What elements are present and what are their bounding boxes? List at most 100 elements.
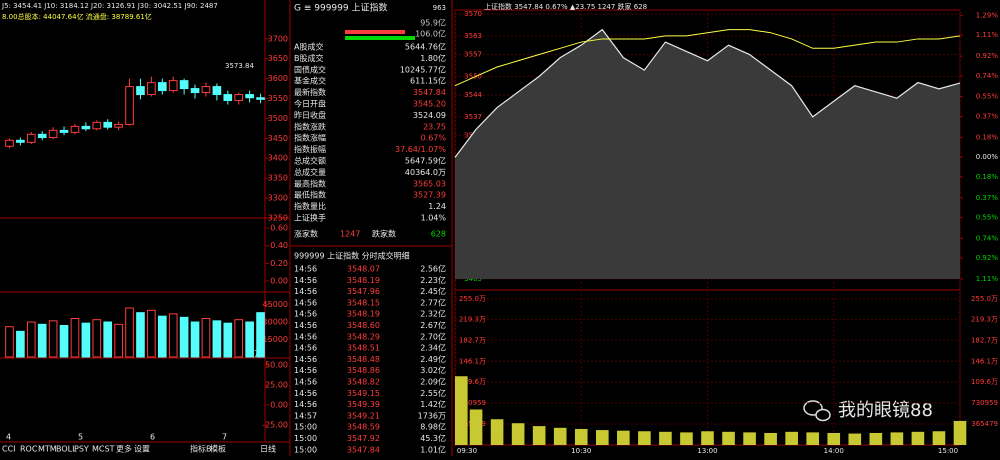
quote-value: 5644.76亿 bbox=[405, 42, 446, 52]
y-tick-label: 3350 bbox=[268, 174, 288, 183]
y-tick-label: 3300 bbox=[268, 194, 288, 203]
candle-body bbox=[201, 86, 211, 94]
tab[interactable]: 设置 bbox=[134, 444, 150, 454]
tab[interactable]: 日线 bbox=[260, 444, 276, 454]
vol-tick-label: 109.6万 bbox=[459, 378, 486, 386]
y-tick-label: 3650 bbox=[268, 54, 288, 63]
tab[interactable]: MCST bbox=[92, 445, 115, 454]
volume-bar bbox=[256, 312, 265, 358]
candle-body bbox=[103, 121, 113, 128]
candle-body bbox=[190, 88, 200, 94]
volume-bar bbox=[553, 427, 567, 445]
trades-title: 999999 上证指数 分时成交明细 bbox=[294, 251, 410, 261]
price-line bbox=[454, 28, 961, 158]
wechat-icon bbox=[803, 400, 831, 422]
trade-volume: 2.56亿 bbox=[420, 264, 446, 274]
y-tick-label: 25.00 bbox=[265, 381, 288, 390]
pct-tick-label: 0.74% bbox=[976, 234, 999, 242]
quote-value: 611.15亿 bbox=[410, 76, 446, 86]
y-tick-label: 0.40 bbox=[270, 241, 288, 250]
volume-bar bbox=[114, 323, 123, 358]
x-tick-label: 13:00 bbox=[697, 447, 717, 455]
trade-price: 3548.59 bbox=[347, 423, 380, 432]
quote-value: 3524.09 bbox=[413, 111, 446, 120]
y-tick-label: 3400 bbox=[268, 154, 288, 163]
volume-bar bbox=[212, 320, 222, 358]
trade-price: 3548.48 bbox=[347, 355, 380, 364]
pct-tick-label: 0.37% bbox=[976, 194, 999, 202]
volume-bar bbox=[911, 431, 925, 445]
tab[interactable]: BOLL bbox=[56, 445, 77, 454]
tab[interactable]: CCI bbox=[2, 445, 16, 454]
quote-label: 指数涨幅 bbox=[294, 133, 326, 143]
trade-price: 3547.96 bbox=[347, 287, 380, 296]
quote-value: 3547.84 bbox=[413, 88, 446, 97]
x-tick-label: 09:30 bbox=[457, 447, 477, 455]
volume-bar bbox=[595, 430, 609, 445]
volume-bar bbox=[785, 431, 798, 445]
vol-tick-label: 255.0万 bbox=[459, 295, 486, 303]
y-tick-label: 3250 bbox=[268, 213, 288, 222]
trade-time: 14:56 bbox=[294, 366, 317, 375]
quote-value: 0.67% bbox=[421, 134, 447, 143]
vol-tick-label: 255.0万 bbox=[971, 295, 998, 303]
tab[interactable]: ROC bbox=[20, 445, 38, 454]
unit-label: X万 bbox=[249, 350, 262, 359]
candle-body bbox=[48, 129, 58, 139]
up-label: 涨家数 bbox=[294, 229, 318, 239]
volume-bar bbox=[680, 432, 693, 445]
volume-bar bbox=[574, 428, 588, 445]
trade-time: 14:56 bbox=[294, 287, 317, 296]
volume-bar bbox=[701, 431, 714, 445]
quote-label: 基金成交 bbox=[294, 76, 326, 86]
volume-bar bbox=[26, 321, 36, 358]
volume-bar bbox=[617, 430, 630, 445]
y-tick-label: 0.00 bbox=[270, 277, 288, 286]
y-tick-label: 45000 bbox=[263, 300, 288, 309]
avg-line bbox=[454, 29, 961, 87]
volume-bar bbox=[223, 322, 233, 358]
candle-body bbox=[234, 94, 244, 102]
quote-label: 最高指数 bbox=[294, 178, 326, 188]
y-tick-label: 3544 bbox=[464, 91, 482, 99]
trade-price: 3547.84 bbox=[347, 445, 380, 454]
tab[interactable]: 指标B bbox=[190, 444, 212, 454]
trade-time: 14:56 bbox=[294, 310, 317, 319]
trade-volume: 2.45亿 bbox=[420, 286, 446, 296]
x-tick-label: 14:00 bbox=[824, 447, 844, 455]
vol-tick-label: 219.3万 bbox=[971, 315, 998, 323]
trade-volume: 2.49亿 bbox=[420, 354, 446, 364]
volume-bar bbox=[234, 319, 244, 358]
volume-bar bbox=[136, 312, 145, 358]
volume-bar bbox=[848, 433, 862, 445]
date-label: 7 bbox=[222, 433, 227, 442]
trade-time: 14:56 bbox=[294, 276, 317, 285]
trade-time: 14:56 bbox=[294, 378, 317, 387]
volume-bar bbox=[469, 409, 483, 445]
header-text: 8.00总股本: 44047.64亿 流通盘: 38789.61亿 bbox=[2, 12, 152, 21]
tab[interactable]: 更多 bbox=[116, 444, 132, 454]
watermark: 我的眼镜88 bbox=[838, 400, 933, 421]
y-tick-label: 3500 bbox=[268, 114, 288, 123]
candle-body bbox=[168, 80, 178, 92]
pct-tick-label: 0.00% bbox=[976, 153, 999, 161]
trade-volume: 1.42亿 bbox=[420, 399, 446, 409]
x-tick-label: 10:30 bbox=[571, 447, 591, 455]
volume-bar bbox=[743, 432, 756, 445]
y-tick-label: 0.00 bbox=[270, 401, 288, 410]
tab[interactable]: MTM bbox=[38, 445, 57, 454]
tab[interactable]: 模板 bbox=[210, 444, 226, 454]
candle-body bbox=[223, 94, 233, 102]
vol-tick-label: 146.1万 bbox=[971, 357, 998, 365]
volume-bar bbox=[81, 322, 91, 358]
candle-body bbox=[245, 94, 254, 99]
candle-body bbox=[212, 86, 222, 96]
quote-code: G ≡ 999999 上证指数 bbox=[294, 2, 387, 14]
y-tick-label: 3563 bbox=[464, 32, 482, 40]
quote-label: A股成交 bbox=[294, 42, 323, 52]
buy-amount: 95.9亿 bbox=[420, 18, 446, 28]
quote-value: 5647.59亿 bbox=[405, 156, 446, 166]
trade-volume: 1.01亿 bbox=[420, 444, 446, 454]
tab[interactable]: PSY bbox=[74, 445, 89, 454]
trade-volume: 3.02亿 bbox=[420, 365, 446, 375]
